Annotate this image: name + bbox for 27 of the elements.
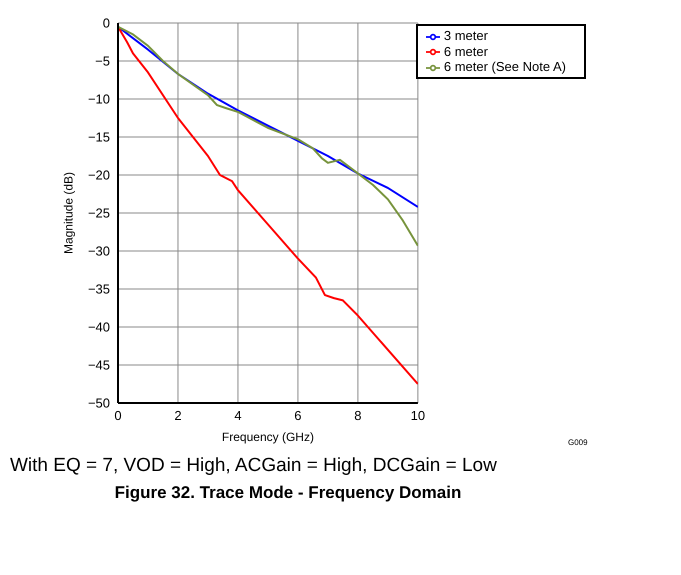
- y-tick-label: −35: [88, 282, 110, 297]
- y-tick-label: −5: [95, 54, 110, 69]
- line-series: [118, 26, 418, 247]
- x-tick-label: 4: [234, 408, 242, 424]
- x-tick-label: 2: [174, 408, 182, 424]
- y-tick-label: −50: [88, 396, 110, 411]
- y-tick-label: −20: [88, 168, 110, 183]
- y-axis-title: Magnitude (dB): [61, 172, 76, 254]
- text: G009: [568, 438, 588, 447]
- y-tick-label: 0: [102, 16, 110, 31]
- y-tick-label: −45: [88, 358, 110, 373]
- y-tick-label: −15: [88, 130, 110, 145]
- text: With EQ = 7, VOD = High, ACGain = High, DCGain = Low: [10, 455, 498, 477]
- x-axis-title: Frequency (GHz): [222, 430, 314, 444]
- line-series: [118, 26, 418, 385]
- y-tick-label: −40: [88, 320, 110, 335]
- legend-label: 6 meter: [444, 44, 488, 59]
- legend-label: 6 meter (See Note A): [444, 59, 566, 74]
- x-tick-label: 0: [114, 408, 122, 424]
- y-tick-label: −10: [88, 92, 110, 107]
- y-tick-label: −30: [88, 244, 110, 259]
- x-tick-label: 10: [410, 408, 426, 424]
- legend-label: 3 meter: [444, 28, 488, 43]
- x-tick-label: 6: [294, 408, 302, 424]
- x-tick-label: 8: [354, 408, 362, 424]
- y-tick-label: −25: [88, 206, 110, 221]
- text: Figure 32. Trace Mode - Frequency Domain: [114, 483, 462, 503]
